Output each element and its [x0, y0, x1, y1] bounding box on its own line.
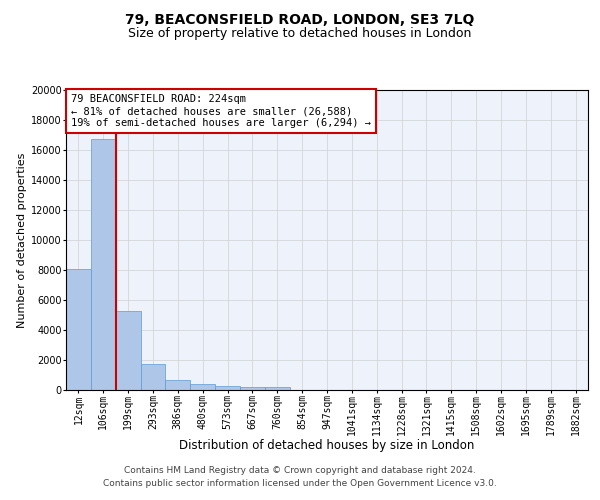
Text: Size of property relative to detached houses in London: Size of property relative to detached ho… [128, 28, 472, 40]
Bar [240, 387, 265, 390]
Bar [166, 380, 190, 390]
Text: Contains HM Land Registry data © Crown copyright and database right 2024.
Contai: Contains HM Land Registry data © Crown c… [103, 466, 497, 487]
Bar [215, 386, 240, 390]
Text: 79, BEACONSFIELD ROAD, LONDON, SE3 7LQ: 79, BEACONSFIELD ROAD, LONDON, SE3 7LQ [125, 12, 475, 26]
Text: 79 BEACONSFIELD ROAD: 224sqm
← 81% of detached houses are smaller (26,588)
19% o: 79 BEACONSFIELD ROAD: 224sqm ← 81% of de… [71, 94, 371, 128]
Bar [265, 387, 290, 390]
Y-axis label: Number of detached properties: Number of detached properties [17, 152, 27, 328]
Bar [140, 364, 166, 390]
X-axis label: Distribution of detached houses by size in London: Distribution of detached houses by size … [179, 440, 475, 452]
Bar [116, 310, 140, 390]
Bar [190, 384, 215, 390]
Bar [66, 268, 91, 390]
Bar [91, 140, 116, 390]
